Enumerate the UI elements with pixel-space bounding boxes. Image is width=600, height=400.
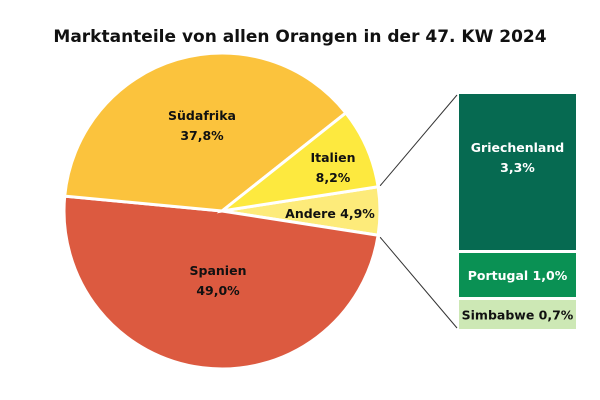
slice-label: Andere 4,9% (285, 206, 375, 221)
segment-name: Griechenland (471, 140, 564, 155)
slice-value: 49,0% (196, 283, 240, 298)
bar-segment-portugal (459, 253, 576, 297)
pie-slice-südafrika (63, 51, 348, 213)
slice-name: Südafrika (168, 108, 236, 123)
bar-segment-simbabwe (459, 300, 576, 329)
slice-name: Spanien (190, 263, 247, 278)
connector-line-bottom (379, 236, 458, 329)
chart-title: Marktanteile von allen Orangen in der 47… (53, 27, 546, 47)
slice-value: 37,8% (180, 128, 224, 143)
segment-value: 3,3% (500, 160, 535, 175)
slice-name: Italien (310, 150, 355, 165)
pie: Andere 4,9% Spanien 49,0% Südafrika 37,8% Ita… (62, 51, 382, 371)
segment-label: Portugal 1,0% (468, 268, 568, 283)
segment-label: Simbabwe 0,7% (462, 308, 574, 323)
bar-segment-griechenland (459, 94, 576, 250)
pie-slice-spanien (62, 194, 380, 371)
pie-slice-italien (216, 110, 380, 214)
breakdown-bar: Griechenland 3,3% Portugal 1,0% Simbabwe 0,… (379, 94, 576, 329)
connector-line-top (379, 94, 458, 187)
slice-value: 8,2% (316, 170, 351, 185)
